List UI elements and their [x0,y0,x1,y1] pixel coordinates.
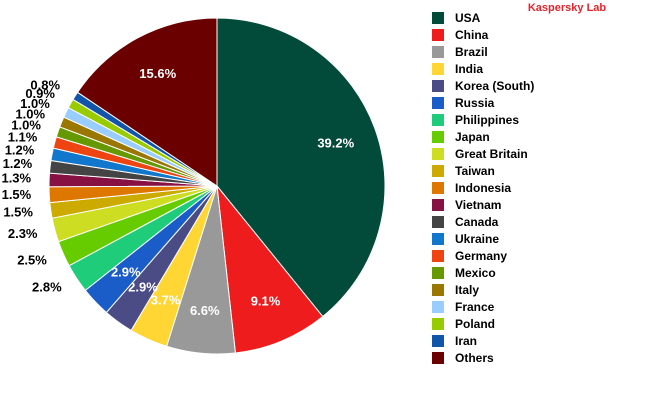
data-label: 3.7% [151,292,181,307]
data-label: 1.5% [3,204,33,219]
legend-swatch [432,63,444,75]
legend-swatch [432,335,444,347]
data-label: 1.2% [3,156,33,171]
data-label: 1.3% [1,171,31,186]
data-label: 1.0% [15,107,45,122]
data-label: 1.2% [5,142,35,157]
data-label: 2.8% [32,280,62,295]
data-label: 15.6% [139,66,176,81]
legend-label: Canada [455,215,499,229]
data-label: 1.0% [20,96,50,111]
legend-label: Iran [455,334,477,348]
data-label: 1.1% [8,129,38,144]
pie-slice [216,184,324,354]
legend-swatch [432,284,444,296]
legend-label: Vietnam [455,198,501,212]
legend-label: France [455,300,495,314]
legend-label: Poland [455,317,495,331]
legend-swatch [432,318,444,330]
legend-label: Brazil [455,45,488,59]
legend-label: Germany [455,249,507,263]
data-label: 39.2% [317,135,354,150]
legend-swatch [432,165,444,177]
legend-label: Indonesia [455,181,511,195]
pie-slice [76,17,218,187]
legend-swatch [432,182,444,194]
legend-label: Korea (South) [455,79,534,93]
legend-label: India [455,62,483,76]
legend-swatch [432,233,444,245]
data-label: 9.1% [251,294,281,309]
legend-swatch [432,301,444,313]
legend-swatch [432,114,444,126]
data-label: 0.9% [25,86,55,101]
pie-slice [216,17,386,318]
legend-swatch [432,97,444,109]
source-label: Kaspersky Lab [528,2,607,14]
legend-label: Others [455,351,494,365]
legend-swatch [432,12,444,24]
legend-label: Japan [455,130,490,144]
data-label: 1.0% [11,118,41,133]
data-label: 1.5% [2,187,32,202]
data-label: 0.8% [30,78,60,93]
legend-label: China [455,28,489,42]
legend-label: USA [455,11,481,25]
legend-swatch [432,267,444,279]
legend-label: Russia [455,96,495,110]
legend-swatch [432,199,444,211]
legend-swatch [432,216,444,228]
legend-label: Ukraine [455,232,499,246]
legend-swatch [432,46,444,58]
legend-swatch [432,29,444,41]
legend-swatch [432,80,444,92]
legend-label: Taiwan [455,164,495,178]
legend-swatch [432,352,444,364]
data-label: 2.3% [8,226,38,241]
data-label: 2.9% [111,264,141,279]
legend-swatch [432,131,444,143]
legend-label: Mexico [455,266,496,280]
legend-label: Italy [455,283,479,297]
legend-swatch [432,250,444,262]
legend-swatch [432,148,444,160]
data-label: 6.6% [190,303,220,318]
data-label: 2.5% [17,253,47,268]
legend-label: Great Britain [455,147,528,161]
data-label: 2.9% [128,279,158,294]
legend-label: Philippines [455,113,519,127]
